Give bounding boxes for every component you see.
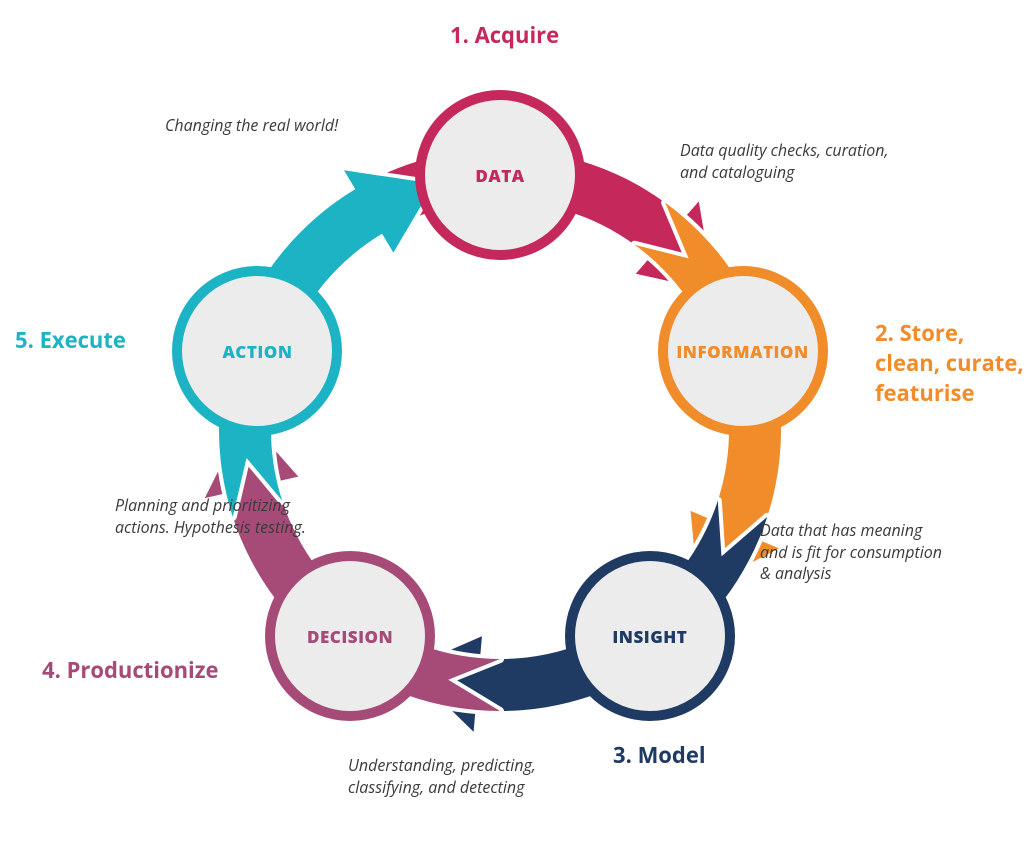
desc-action: Changing the real world! xyxy=(165,115,365,137)
node-decision: DECISION xyxy=(265,551,435,721)
desc-decision: Planning and prioritizing actions. Hypot… xyxy=(115,495,335,538)
node-information: INFORMATION xyxy=(658,266,828,436)
node-label-action: ACTION xyxy=(222,340,292,363)
node-label-data: DATA xyxy=(475,164,524,187)
step-label-acquire: 1. Acquire xyxy=(450,20,650,50)
desc-information: Data that has meaning and is fit for con… xyxy=(760,520,950,585)
node-label-insight: INSIGHT xyxy=(612,625,687,648)
node-label-information: INFORMATION xyxy=(676,340,808,363)
node-data: DATA xyxy=(415,90,585,260)
node-insight: INSIGHT xyxy=(565,551,735,721)
desc-insight: Understanding, predicting, classifying, … xyxy=(348,755,538,798)
node-action: ACTION xyxy=(172,266,342,436)
cycle-diagram: { "diagram": { "type": "cycle-infographi… xyxy=(0,0,1034,850)
step-label-store: 2. Store, clean, curate, featurise xyxy=(875,318,1025,408)
step-label-model: 3. Model xyxy=(613,740,813,770)
node-label-decision: DECISION xyxy=(307,625,393,648)
desc-data: Data quality checks, curation, and catal… xyxy=(680,140,890,183)
step-label-productionize: 4. Productionize xyxy=(42,655,302,685)
